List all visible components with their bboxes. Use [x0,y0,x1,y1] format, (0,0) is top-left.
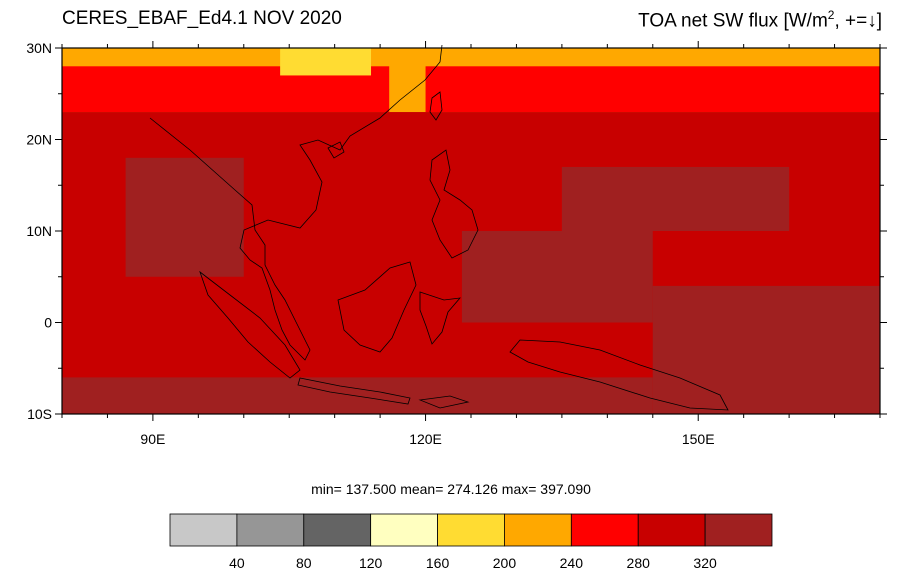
lon-label: 120E [409,431,442,447]
variable-title: TOA net SW flux [W/m2, +=↓] [638,8,882,32]
flux-field [62,48,880,415]
lat-label: 0 [44,315,52,331]
coastline-new-guinea [509,339,729,411]
variable-title-unit-exponent: 2 [827,8,835,22]
coastline-sulawesi [419,291,461,345]
colorbar-swatch [437,513,505,547]
colorbar-swatch [637,513,706,547]
colorbar-swatch [236,513,305,547]
coastline-taiwan [429,91,443,121]
colorbar-swatch [303,513,372,547]
coastline-java [297,377,411,405]
field-light-yellow-southchina [280,48,372,76]
axis-labels: 30N 20N 10N 0 10S 90E 120E 150E [26,40,714,447]
field-dark-red-bay-of-bengal [125,157,244,277]
coastline-borneo [337,261,417,353]
coastline-timor [418,395,470,409]
field-darkest-south-pacific [652,285,880,414]
colorbar: 40 80 120 160 200 240 280 320 [169,513,773,571]
statistics-line: min= 137.500 mean= 274.126 max= 397.090 [311,481,591,497]
lat-label: 20N [26,132,52,148]
colorbar-label: 120 [359,555,383,571]
coastlines [149,44,729,411]
colorbar-label: 160 [426,555,450,571]
colorbar-label: 280 [627,555,651,571]
colorbar-label: 40 [229,555,245,571]
field-dark-red-west-pacific [461,231,653,323]
field-darkest-south-band [62,377,653,414]
colorbar-label: 200 [493,555,517,571]
variable-title-sign: , += [834,10,868,32]
colorbar-swatch [704,513,773,547]
coastline-indochina [149,44,443,361]
lat-label: 10S [27,406,52,422]
down-arrow-icon: ↓ [867,10,877,32]
colorbar-swatch [570,513,639,547]
colorbar-label: 320 [693,555,717,571]
field-dark-red-pacific [561,166,790,231]
colorbar-swatch [169,513,238,547]
coastline-hainan [327,141,345,159]
lon-label: 150E [682,431,715,447]
colorbar-label: 240 [560,555,584,571]
coastline-sumatra [199,270,301,379]
colorbar-label: 80 [296,555,312,571]
variable-title-main: TOA net SW flux [W/m [638,10,828,32]
coastline-philippines [429,149,479,259]
lon-label: 90E [140,431,165,447]
colorbar-swatch [504,513,572,547]
variable-title-close: ] [876,10,882,32]
map-title: CERES_EBAF_Ed4.1 NOV 2020 [62,8,342,29]
colorbar-swatch [370,513,438,547]
lat-label: 30N [26,40,52,56]
lat-label: 10N [26,223,52,239]
axis-ticks [55,41,887,421]
field-orange-north-sea [425,66,880,113]
